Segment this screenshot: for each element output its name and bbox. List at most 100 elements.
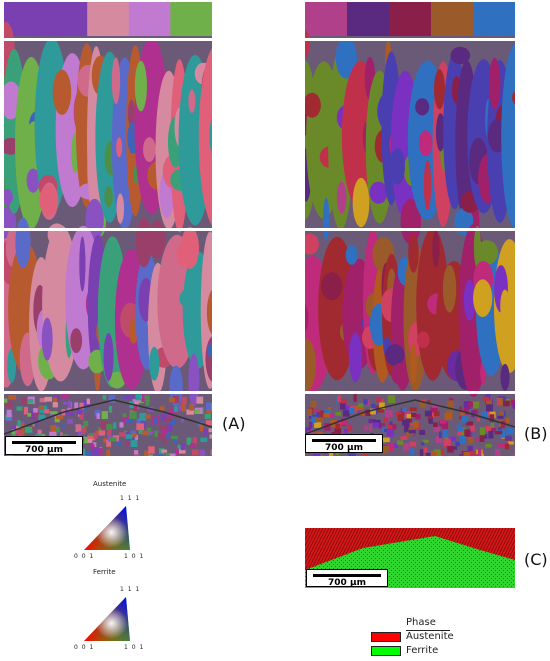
grain bbox=[106, 449, 111, 456]
grain bbox=[459, 454, 467, 456]
grain bbox=[512, 90, 515, 105]
grain bbox=[419, 401, 427, 408]
grain bbox=[431, 451, 437, 456]
grain bbox=[210, 449, 212, 456]
grain bbox=[402, 419, 410, 426]
grain bbox=[86, 398, 90, 405]
grain bbox=[373, 422, 380, 428]
grain bbox=[391, 362, 412, 386]
grain bbox=[402, 443, 410, 451]
grain bbox=[508, 441, 514, 445]
phase-legend-title: Phase bbox=[406, 617, 436, 628]
grain bbox=[91, 447, 100, 456]
grain bbox=[141, 398, 145, 403]
grain bbox=[12, 429, 16, 434]
grain bbox=[475, 437, 479, 441]
grain bbox=[162, 429, 168, 435]
grain bbox=[383, 445, 390, 452]
grain bbox=[441, 421, 449, 429]
grain bbox=[385, 410, 393, 418]
grain bbox=[371, 403, 376, 412]
grain bbox=[21, 397, 30, 405]
grain bbox=[463, 407, 469, 415]
grain bbox=[106, 439, 112, 447]
grain bbox=[144, 414, 151, 419]
grain bbox=[4, 189, 13, 206]
grain bbox=[175, 448, 179, 456]
grain bbox=[479, 435, 485, 442]
panel-b-ebsd-map bbox=[305, 2, 515, 456]
grain bbox=[79, 402, 84, 410]
grain bbox=[506, 428, 514, 435]
grain bbox=[479, 453, 484, 456]
grain bbox=[428, 418, 433, 424]
grain bbox=[467, 446, 473, 453]
panel-b-label: (B) bbox=[524, 424, 548, 443]
grain bbox=[56, 431, 61, 437]
grain bbox=[4, 398, 8, 403]
grain bbox=[17, 420, 21, 427]
grain bbox=[30, 425, 37, 429]
grain bbox=[442, 429, 449, 438]
grain bbox=[101, 411, 108, 420]
grain bbox=[98, 430, 106, 436]
grain bbox=[463, 279, 476, 321]
grain bbox=[23, 406, 28, 415]
grain bbox=[52, 402, 58, 408]
grain bbox=[497, 415, 504, 419]
grain bbox=[169, 453, 178, 456]
grain bbox=[385, 344, 405, 366]
grain bbox=[500, 363, 510, 391]
grain bbox=[376, 405, 384, 413]
grain bbox=[164, 418, 172, 422]
grain bbox=[422, 454, 427, 456]
grain bbox=[481, 411, 488, 419]
grain bbox=[494, 448, 501, 456]
grain bbox=[472, 401, 480, 409]
grain bbox=[142, 430, 149, 436]
grain bbox=[419, 429, 426, 435]
grain bbox=[132, 434, 139, 441]
grain bbox=[439, 420, 444, 427]
grain bbox=[313, 408, 321, 412]
grain bbox=[52, 397, 58, 404]
grain bbox=[52, 69, 72, 115]
grain bbox=[206, 289, 212, 335]
grain bbox=[206, 407, 212, 414]
section-separator bbox=[305, 228, 515, 231]
grain bbox=[439, 419, 447, 424]
grain bbox=[88, 433, 95, 437]
grain bbox=[44, 409, 50, 414]
grain bbox=[148, 454, 154, 456]
grain bbox=[510, 399, 515, 406]
grain bbox=[363, 399, 368, 405]
grain bbox=[494, 431, 503, 435]
ipf-ferrite-top: 1 1 1 bbox=[120, 586, 141, 593]
grain bbox=[168, 414, 175, 418]
grain bbox=[450, 446, 458, 450]
grain bbox=[314, 419, 322, 428]
grain bbox=[103, 332, 114, 381]
grain bbox=[489, 414, 495, 422]
grain bbox=[490, 422, 495, 429]
grain bbox=[317, 454, 325, 456]
grain bbox=[431, 2, 474, 36]
grain bbox=[460, 410, 465, 415]
grain bbox=[459, 436, 466, 444]
panel-a-label: (A) bbox=[222, 414, 246, 433]
grain bbox=[324, 423, 331, 431]
grain bbox=[168, 398, 176, 403]
grain bbox=[391, 424, 397, 430]
grain bbox=[188, 89, 196, 114]
panel-a-ebsd-map bbox=[4, 2, 212, 456]
grain bbox=[473, 279, 493, 318]
grain bbox=[336, 181, 347, 214]
grain bbox=[65, 410, 74, 416]
grain bbox=[143, 137, 156, 162]
section-separator bbox=[4, 391, 212, 394]
grain bbox=[59, 432, 63, 439]
ipf-ferrite-title: Ferrite bbox=[93, 568, 116, 576]
grain bbox=[191, 449, 199, 456]
grain bbox=[108, 394, 116, 403]
grain bbox=[209, 434, 212, 439]
